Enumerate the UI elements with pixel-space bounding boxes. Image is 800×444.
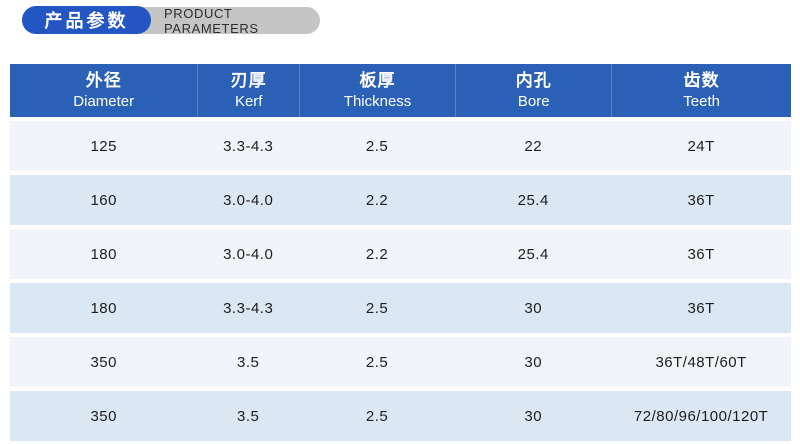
table-cell: 30 bbox=[524, 407, 543, 425]
table-header: 外径 Diameter 刃厚 Kerf 板厚 Thickness 内孔 Bore… bbox=[10, 64, 791, 117]
section-title: PRODUCT PARAMETERS 产品参数 bbox=[22, 5, 320, 36]
column-header-zh-label: 外径 bbox=[85, 71, 122, 91]
column-header-en-label: Kerf bbox=[234, 93, 263, 111]
table-cell: 3.5 bbox=[237, 407, 260, 425]
column-header-teeth: 齿数 Teeth bbox=[611, 64, 791, 117]
table-cell: 22 bbox=[524, 137, 543, 155]
column-header-zh-label: 板厚 bbox=[359, 71, 396, 91]
table-cell: 30 bbox=[524, 299, 543, 317]
table-cell: 72/80/96/100/120T bbox=[633, 407, 769, 425]
table-cell: 2.2 bbox=[365, 191, 389, 209]
table-cell: 2.5 bbox=[365, 353, 389, 371]
table-cell: 25.4 bbox=[517, 245, 549, 263]
table-cell: 36T bbox=[687, 245, 715, 263]
table-row: 350 3.5 2.5 30 72/80/96/100/120T bbox=[10, 391, 791, 441]
table-cell: 2.5 bbox=[365, 137, 389, 155]
table-row: 180 3.0-4.0 2.2 25.4 36T bbox=[10, 229, 791, 279]
table-row: 350 3.5 2.5 30 36T/48T/60T bbox=[10, 337, 791, 387]
table-cell: 350 bbox=[90, 407, 117, 425]
table-cell: 3.3-4.3 bbox=[223, 299, 274, 317]
table-cell: 180 bbox=[90, 299, 117, 317]
parameters-table: 外径 Diameter 刃厚 Kerf 板厚 Thickness 内孔 Bore… bbox=[10, 64, 791, 441]
column-header-en-label: Diameter bbox=[73, 93, 135, 111]
column-header-diameter: 外径 Diameter bbox=[10, 64, 197, 117]
table-cell: 30 bbox=[524, 353, 543, 371]
table-cell: 3.5 bbox=[237, 353, 260, 371]
table-cell: 2.2 bbox=[365, 245, 389, 263]
table-cell: 350 bbox=[90, 353, 117, 371]
table-cell: 36T bbox=[687, 191, 715, 209]
column-header-en-label: Bore bbox=[517, 93, 550, 111]
table-cell: 24T bbox=[687, 137, 715, 155]
section-title-zh: 产品参数 bbox=[44, 11, 129, 31]
column-header-thickness: 板厚 Thickness bbox=[298, 64, 455, 117]
table-row: 160 3.0-4.0 2.2 25.4 36T bbox=[10, 175, 791, 225]
table-cell: 2.5 bbox=[365, 407, 389, 425]
table-row: 180 3.3-4.3 2.5 30 36T bbox=[10, 283, 791, 333]
table-cell: 2.5 bbox=[365, 299, 389, 317]
table-body: 125 3.3-4.3 2.5 22 24T 160 3.0-4.0 2.2 25.4 36T 18… bbox=[10, 121, 791, 441]
column-header-zh-label: 齿数 bbox=[683, 71, 720, 91]
table-cell: 180 bbox=[90, 245, 117, 263]
table-row: 125 3.3-4.3 2.5 22 24T bbox=[10, 121, 791, 171]
column-header-en-label: Thickness bbox=[343, 93, 412, 111]
column-header-zh-label: 刃厚 bbox=[230, 71, 267, 91]
table-cell: 36T bbox=[687, 299, 715, 317]
table-cell: 25.4 bbox=[517, 191, 549, 209]
column-header-zh-label: 内孔 bbox=[515, 71, 552, 91]
column-header-kerf: 刃厚 Kerf bbox=[197, 64, 299, 117]
column-header-bore: 内孔 Bore bbox=[455, 64, 611, 117]
title-pill-zh: 产品参数 bbox=[22, 6, 151, 34]
table-cell: 3.0-4.0 bbox=[223, 245, 274, 263]
column-header-en-label: Teeth bbox=[683, 93, 720, 111]
table-cell: 160 bbox=[90, 191, 117, 209]
table-cell: 3.3-4.3 bbox=[223, 137, 274, 155]
table-cell: 125 bbox=[90, 137, 117, 155]
table-cell: 36T/48T/60T bbox=[655, 353, 747, 371]
table-cell: 3.0-4.0 bbox=[223, 191, 274, 209]
section-title-en: PRODUCT PARAMETERS bbox=[164, 5, 259, 36]
